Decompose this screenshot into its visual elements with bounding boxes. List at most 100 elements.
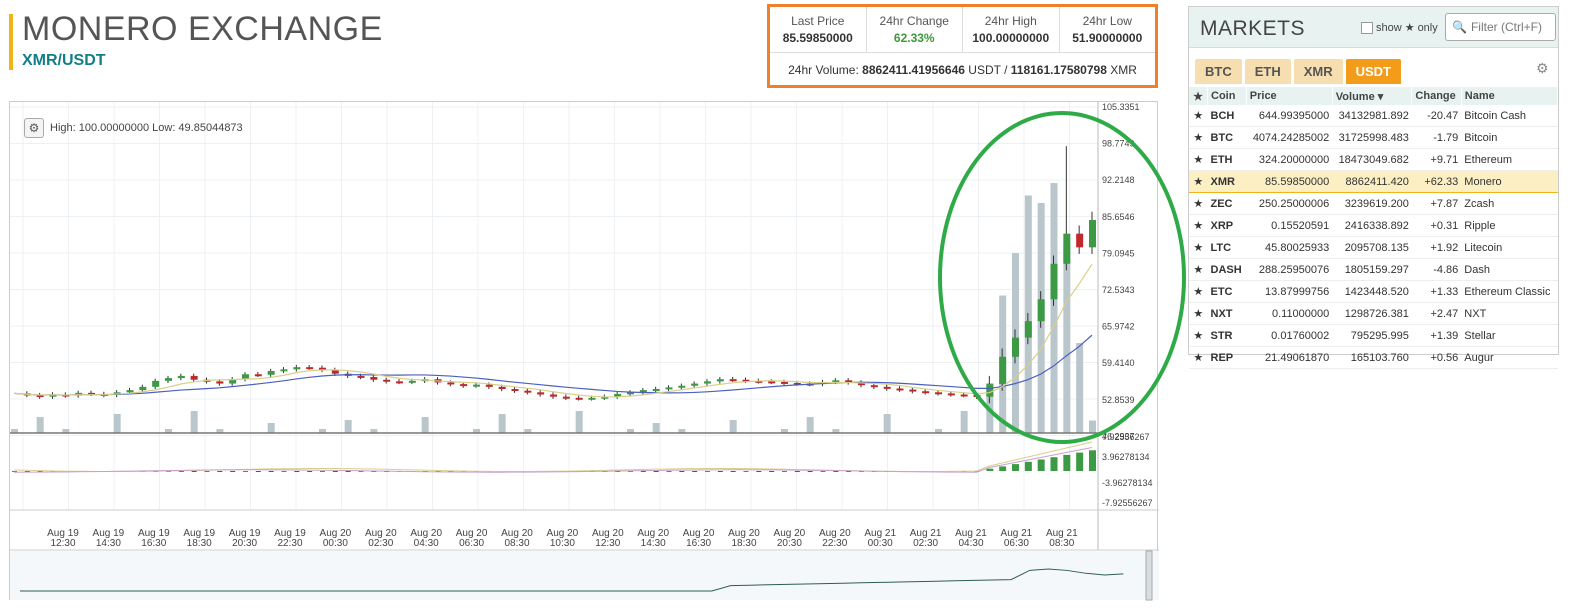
candle-body [485, 384, 493, 387]
time-label-date: Aug 19 [183, 528, 215, 539]
markets-table: ★ Coin Price Volume ▾ Change Name ★ BCH 64… [1189, 87, 1559, 369]
show-starred-checkbox[interactable] [1361, 21, 1373, 34]
time-label-date: Aug 19 [47, 528, 79, 539]
market-row-str[interactable]: ★ STR 0.01760002 795295.995 +1.39 Stellar [1189, 324, 1558, 347]
market-row-btc[interactable]: ★ BTC 4074.24285002 31725998.483 -1.79 Bitcoi… [1189, 126, 1558, 149]
star-icon[interactable]: ★ [1189, 280, 1208, 303]
price-tick-label: 92.2148 [1102, 175, 1135, 185]
candle-body [396, 381, 403, 384]
time-label-date: Aug 19 [138, 528, 170, 539]
volume-bar [960, 411, 968, 433]
coin-price: 21.49061870 [1246, 346, 1333, 369]
time-label-date: Aug 20 [547, 528, 579, 539]
macd-histogram-bar [345, 471, 351, 472]
macd-histogram-bar [178, 471, 184, 472]
time-label-date: Aug 21 [864, 528, 896, 539]
candle-body [229, 379, 237, 384]
show-starred-toggle[interactable]: show ★ only [1361, 21, 1438, 34]
star-icon[interactable]: ★ [1189, 324, 1208, 347]
candle-body [383, 379, 391, 382]
candle-body [1089, 219, 1096, 248]
candle-body [293, 367, 301, 370]
volume-bar [344, 420, 352, 433]
star-icon[interactable]: ★ [1189, 214, 1208, 237]
star-icon[interactable]: ★ [1189, 236, 1208, 259]
sort-desc-icon: ▾ [1377, 90, 1384, 103]
coin-price: 45.80025933 [1246, 236, 1333, 259]
market-row-zec[interactable]: ★ ZEC 250.25000006 3239619.200 +7.87 Zcash [1189, 192, 1558, 215]
market-row-bch[interactable]: ★ BCH 644.99395000 34132981.892 -20.47 Bitcoi… [1189, 105, 1558, 127]
chart-settings-icon[interactable]: ⚙ [24, 118, 44, 138]
star-icon[interactable]: ★ [1189, 105, 1208, 127]
moving-average-fast [13, 263, 1093, 398]
market-row-xmr[interactable]: ★ XMR 85.59850000 8862411.420 +62.33 Monero [1189, 170, 1558, 193]
star-icon[interactable]: ★ [1189, 258, 1208, 281]
candle-body [562, 396, 570, 399]
tab-btc[interactable]: BTC [1195, 59, 1242, 84]
time-label-date: Aug 20 [728, 528, 760, 539]
tab-usdt[interactable]: USDT [1345, 59, 1401, 84]
price-tick-label: 79.0945 [1102, 248, 1135, 258]
time-label-time: 08:30 [504, 538, 529, 549]
macd-histogram-bar [24, 471, 30, 472]
filter-input[interactable]: 🔍 Filter (Ctrl+F) [1445, 13, 1556, 41]
macd-histogram-bar [833, 471, 839, 472]
tab-eth[interactable]: ETH [1244, 59, 1291, 84]
volume-bar [421, 417, 429, 433]
tab-xmr[interactable]: XMR [1293, 59, 1343, 84]
star-icon[interactable]: ★ [1189, 346, 1208, 369]
macd-histogram-bar [820, 471, 826, 472]
time-label-date: Aug 21 [955, 528, 987, 539]
star-icon[interactable]: ★ [1189, 170, 1208, 193]
macd-histogram-bar [679, 471, 685, 472]
macd-histogram-bar [461, 471, 467, 472]
market-row-rep[interactable]: ★ REP 21.49061870 165103.760 +0.56 Augur [1189, 346, 1558, 369]
coin-name: NXT [1461, 302, 1558, 325]
column-coin[interactable]: Coin [1207, 87, 1247, 105]
market-row-xrp[interactable]: ★ XRP 0.15520591 2416338.892 +0.31 Ripple [1189, 214, 1558, 237]
coin-volume: 2416338.892 [1332, 214, 1412, 237]
time-label-time: 20:30 [777, 538, 802, 549]
star-column-icon[interactable]: ★ [1189, 87, 1208, 105]
candle-body [639, 390, 647, 393]
price-chart[interactable]: 105.3351 98.7749 92.2148 85.6546 79.0945 72.5… [9, 101, 1159, 601]
star-icon[interactable]: ★ [1189, 302, 1208, 325]
column-name[interactable]: Name [1461, 87, 1559, 105]
ticker-panel: Last Price 85.59850000 24hr Change 62.33… [767, 4, 1158, 88]
volume-bar [62, 429, 70, 433]
candle-body [793, 383, 801, 386]
time-label-time: 06:30 [1004, 538, 1029, 549]
macd-histogram-bar [204, 471, 210, 472]
coin-change: +9.71 [1411, 148, 1462, 171]
volume-bar [1076, 343, 1084, 433]
market-row-eth[interactable]: ★ ETH 324.20000000 18473049.682 +9.71 Ethereu… [1189, 148, 1558, 171]
change-value: 62.33% [893, 31, 935, 45]
macd-histogram-bar [332, 471, 338, 472]
star-icon[interactable]: ★ [1189, 192, 1208, 215]
macd-histogram-bar [281, 471, 287, 472]
price-tick-label: 59.4140 [1102, 358, 1135, 368]
market-row-etc[interactable]: ★ ETC 13.87999756 1423448.520 +1.33 Ethereum … [1189, 280, 1558, 303]
column-change[interactable]: Change [1411, 87, 1462, 105]
markets-settings-icon[interactable]: ⚙ [1536, 60, 1549, 76]
candle-body [511, 389, 519, 392]
coin-change: -1.79 [1411, 126, 1462, 149]
volume-bar [883, 414, 891, 433]
market-row-ltc[interactable]: ★ LTC 45.80025933 2095708.135 +1.92 Litecoin [1189, 236, 1558, 259]
star-icon[interactable]: ★ [1189, 148, 1208, 171]
filter-placeholder: Filter (Ctrl+F) [1470, 20, 1542, 34]
change-label: 24hr Change [879, 14, 949, 28]
coin-price: 324.20000000 [1246, 148, 1333, 171]
market-row-nxt[interactable]: ★ NXT 0.11000000 1298726.381 +2.47 NXT [1189, 302, 1558, 325]
column-volume[interactable]: Volume ▾ [1332, 87, 1413, 105]
macd-histogram-bar [255, 471, 261, 472]
column-price[interactable]: Price [1246, 87, 1333, 105]
market-row-dash[interactable]: ★ DASH 288.25950076 1805159.297 -4.86 Dash [1189, 258, 1558, 281]
candle-body [870, 385, 878, 388]
macd-histogram-bar [294, 471, 300, 472]
time-label-time: 02:30 [913, 538, 938, 549]
star-icon[interactable]: ★ [1189, 126, 1208, 149]
high-cell: 24hr High 100.00000000 [963, 7, 1060, 52]
candle-body [973, 395, 981, 398]
volume-bar [11, 429, 18, 433]
